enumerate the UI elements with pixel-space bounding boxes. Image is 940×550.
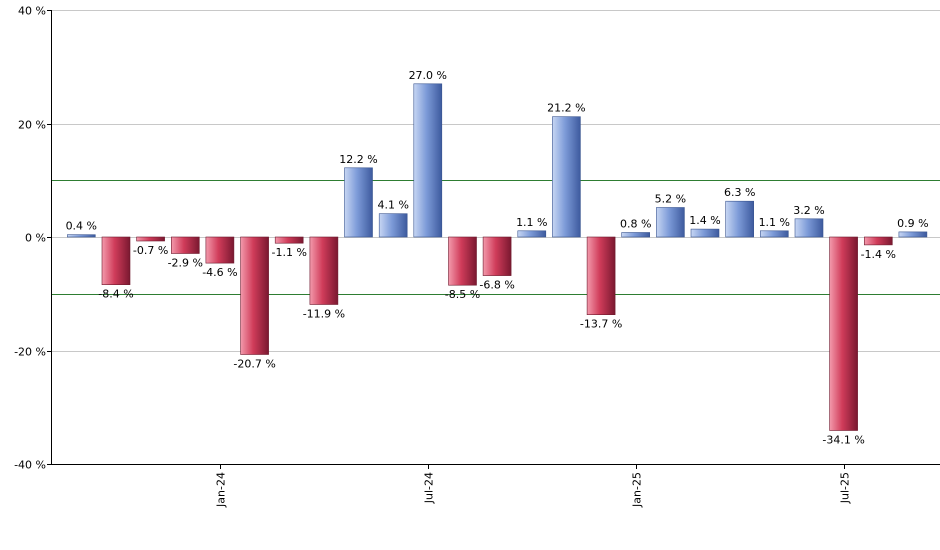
- bar-value-label: -4.6 %: [202, 266, 237, 279]
- bar: [171, 236, 200, 254]
- bar-value-label: 1.1 %: [516, 216, 547, 229]
- bar: [863, 236, 893, 246]
- bar: [517, 230, 547, 238]
- bar-value-label: 5.2 %: [655, 193, 686, 206]
- bar: [67, 234, 96, 238]
- x-tick-label: Jul-25: [839, 472, 852, 504]
- bar-value-label: 3.2 %: [793, 204, 824, 217]
- bar-value-label: 4.1 %: [377, 199, 408, 212]
- bar: [448, 236, 477, 286]
- bar-value-label: 0.4 %: [66, 220, 97, 233]
- bar-value-label: 1.1 %: [759, 216, 790, 229]
- bar-value-label: -8.5 %: [445, 288, 480, 301]
- bar: [482, 236, 512, 276]
- bar-value-label: 27.0 %: [409, 69, 447, 82]
- bar: [344, 167, 373, 238]
- bar-value-label: -34.1 %: [822, 434, 864, 447]
- bar: [621, 232, 651, 238]
- bar-value-label: -8.4 %: [98, 288, 133, 301]
- reference-lines: [51, 180, 940, 295]
- x-tick-label: Jan-24: [215, 472, 228, 508]
- bar: [586, 236, 616, 315]
- bar: [240, 236, 269, 355]
- bar: [759, 230, 789, 238]
- bar-value-label: -6.8 %: [479, 279, 514, 292]
- y-tick-label: 40 %: [18, 5, 46, 18]
- x-tick-label: Jul-24: [423, 472, 436, 504]
- bar-value-label: -0.7 %: [133, 244, 168, 257]
- bar: [898, 231, 928, 238]
- bar: [378, 213, 408, 238]
- bar-value-label: -11.9 %: [303, 308, 345, 321]
- bar-value-label: 0.9 %: [897, 217, 928, 230]
- bar: [829, 236, 858, 431]
- bar-value-label: 6.3 %: [724, 186, 755, 199]
- bar-value-label: -1.4 %: [861, 248, 896, 261]
- data-labels: 0.4 % -8.4 % -0.7 %-2.9 %-4.6 % -20.7 % -1.1…: [66, 69, 929, 447]
- axes: 40 % 20 % 0 % -20 % -40 % Jan-24 Jul-24 Jan-25 J…: [14, 5, 940, 508]
- bar: [101, 236, 131, 286]
- y-tick-label: 20 %: [18, 119, 46, 132]
- y-tick-label: -20 %: [14, 346, 46, 359]
- bar: [656, 207, 685, 238]
- bar-value-label: -20.7 %: [233, 358, 275, 371]
- bar-value-label: 21.2 %: [547, 102, 585, 115]
- bar: [205, 236, 235, 264]
- bar: [413, 83, 443, 238]
- bar: [725, 200, 755, 238]
- bar: [274, 236, 304, 244]
- x-tick-label: Jan-25: [631, 472, 644, 508]
- bar: [794, 218, 824, 238]
- bar-value-label: -2.9 %: [168, 257, 203, 270]
- y-tick-label: -40 %: [14, 459, 46, 472]
- bars: [67, 83, 928, 431]
- bar: [309, 236, 339, 305]
- bar-value-label: 12.2 %: [339, 153, 377, 166]
- bar: [552, 116, 581, 238]
- bar-value-label: 1.4 %: [689, 214, 720, 227]
- bar-value-label: -13.7 %: [580, 318, 622, 331]
- bar-value-label: 0.8 %: [620, 218, 651, 231]
- bar: [136, 236, 165, 242]
- bar: [690, 228, 720, 238]
- y-tick-label: 0 %: [25, 232, 46, 245]
- bar-value-label: -1.1 %: [271, 246, 306, 259]
